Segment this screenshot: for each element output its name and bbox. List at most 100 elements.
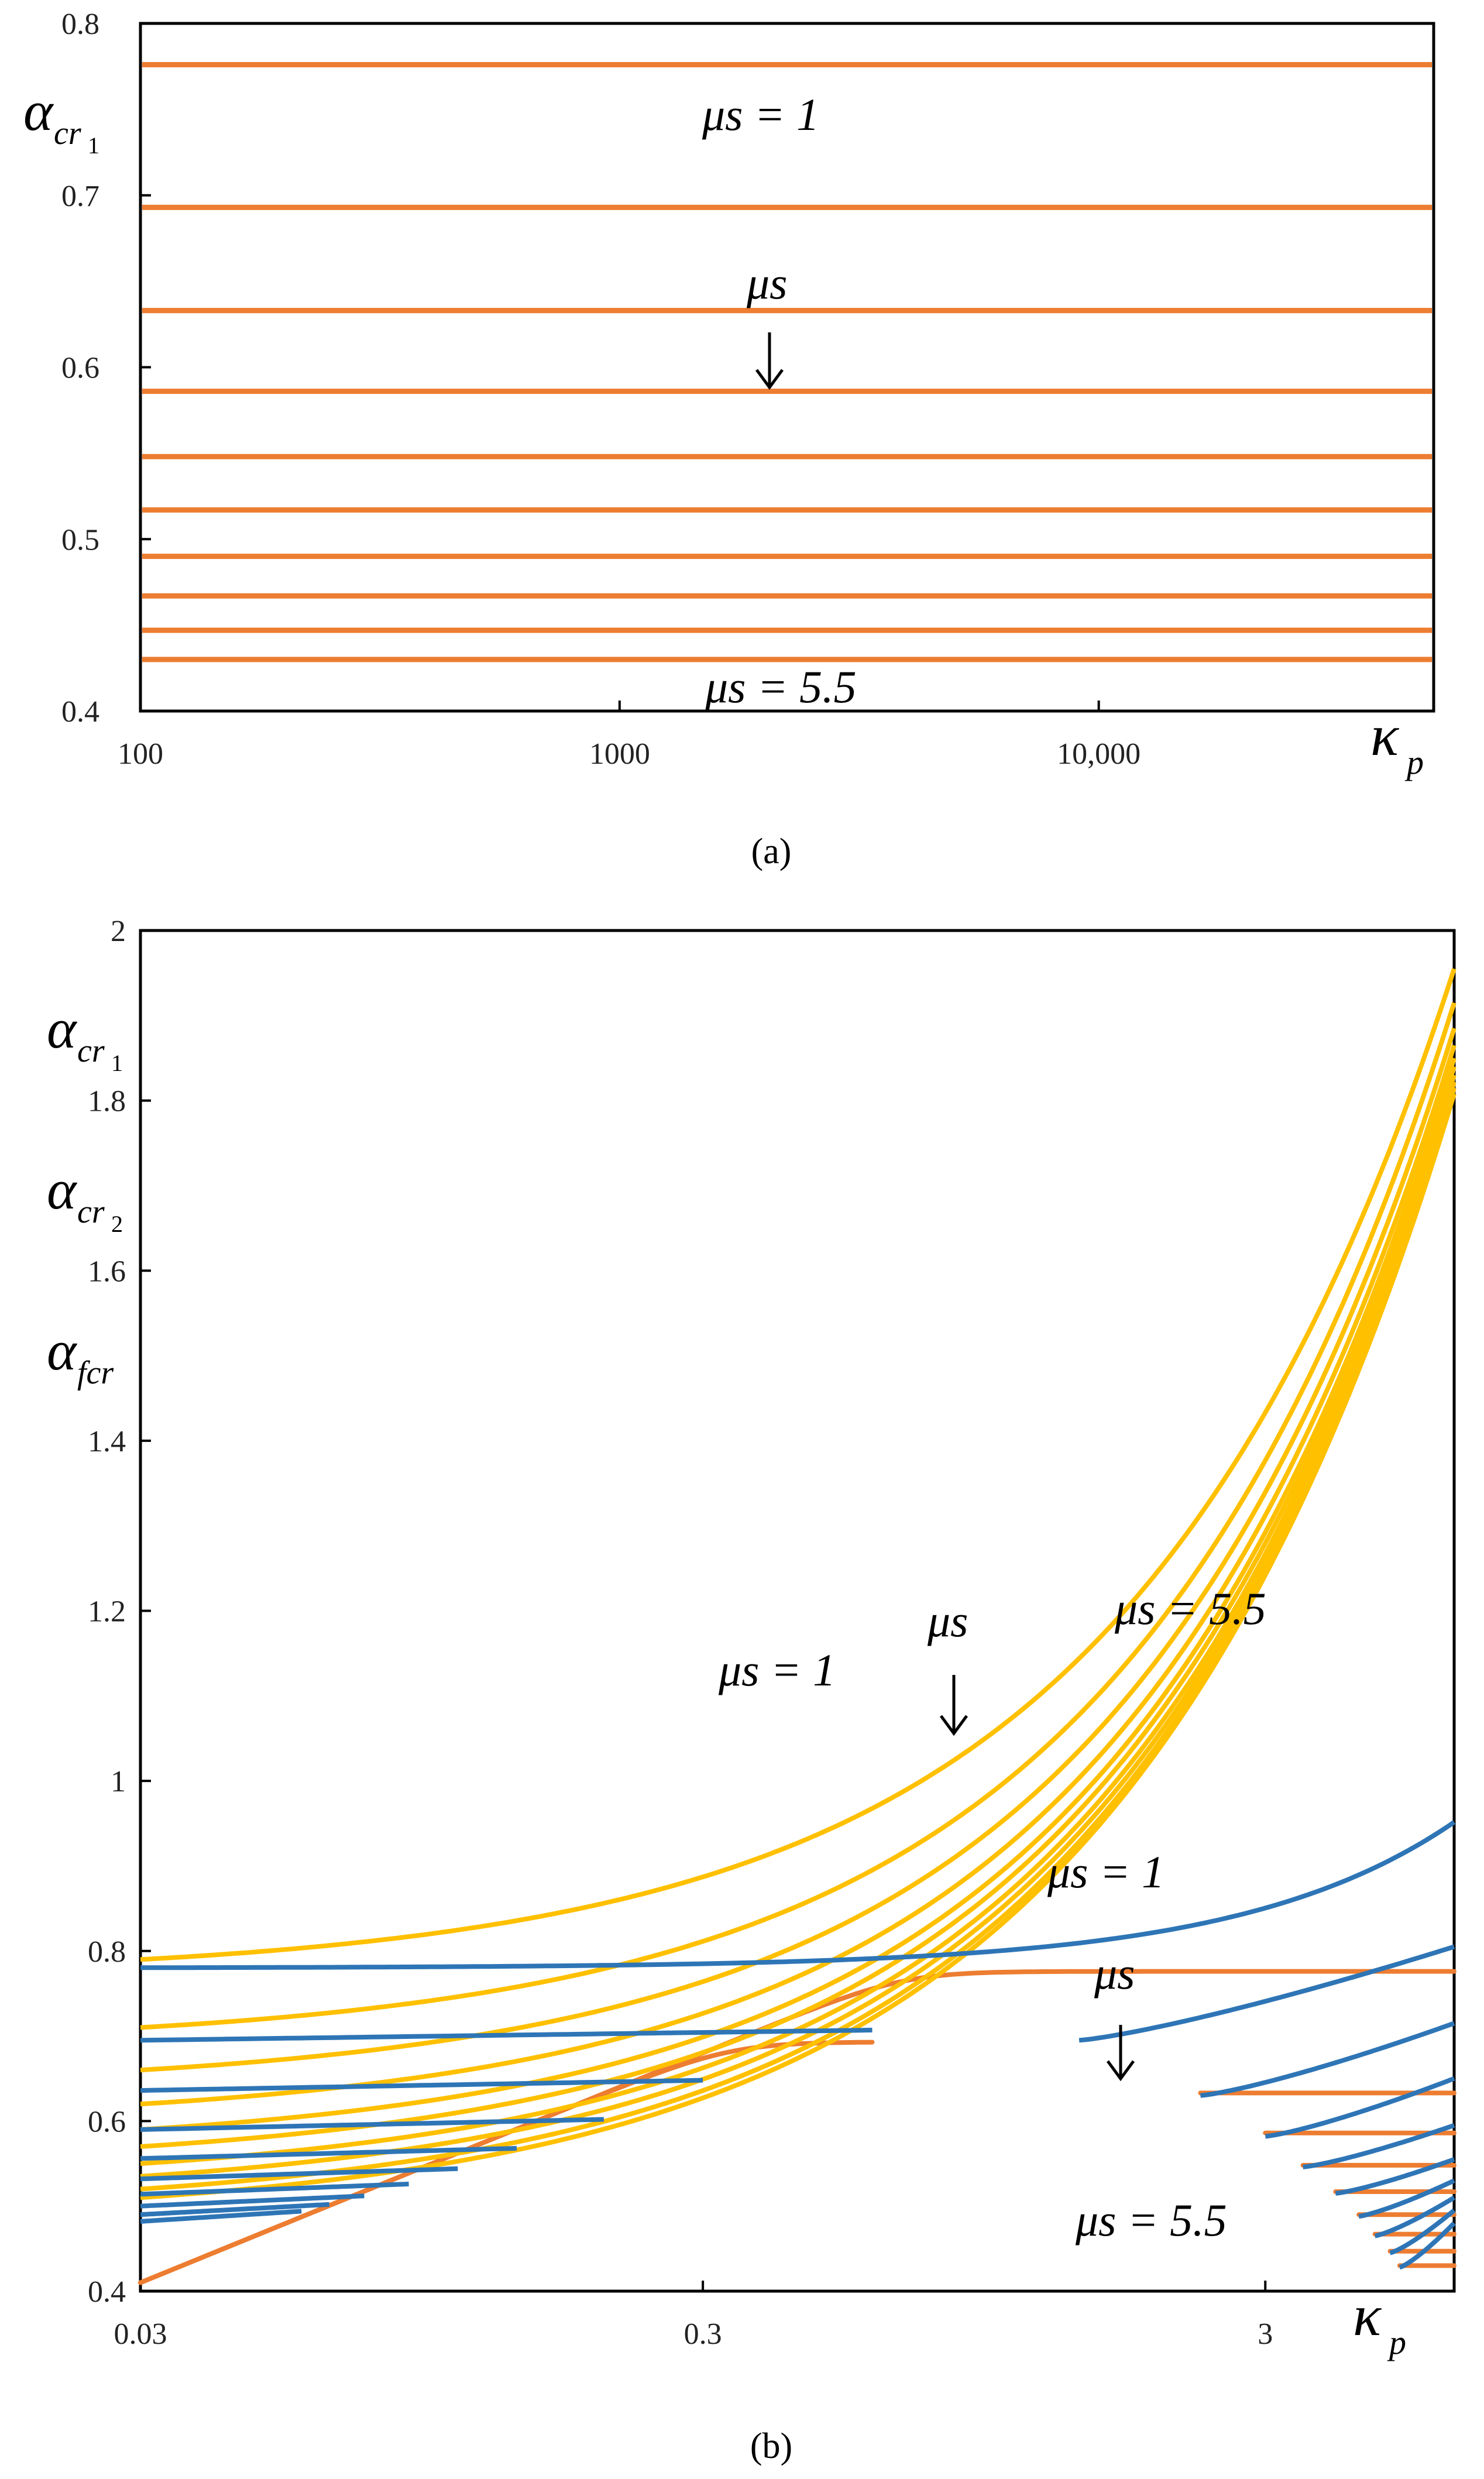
panel-a-annotation-mu-arrow: μs xyxy=(746,257,788,390)
annotation-text: μs = 1 xyxy=(1047,1846,1164,1897)
annotation-text: μs = 5.5 xyxy=(705,661,857,712)
y-tick-label: 0.5 xyxy=(61,523,99,557)
annotation-text: μs = 5.5 xyxy=(1075,2195,1227,2245)
y-tick-label: 0.4 xyxy=(61,695,99,729)
y-tick-label: 1.2 xyxy=(88,1595,126,1629)
panel-b-y-label-base: α xyxy=(47,1158,77,1221)
annotation-text: μs = 5.5 xyxy=(1114,1583,1266,1634)
blue-series-1 xyxy=(140,1820,1456,1970)
annotation-text: μs = 1 xyxy=(718,1644,836,1695)
blue-high-branch-2 xyxy=(1078,1944,1455,2043)
y-tick-label: 1.8 xyxy=(88,1085,126,1118)
y-tick-label: 2 xyxy=(111,915,126,948)
panel-b: 0.40.60.811.21.41.61.82 0.03 0.3 3 α cr 1 … xyxy=(47,915,1456,2466)
blue-high-branch-10 xyxy=(1399,2221,1456,2270)
panel-b-annotation-blue-arrow: μs xyxy=(1094,1948,1135,2082)
yellow-series-2 xyxy=(140,1002,1456,2030)
panel-a-y-label-sub: cr xyxy=(54,115,81,152)
blue-high-branch-9 xyxy=(1389,2208,1456,2255)
panel-b-y-label-sub: cr xyxy=(77,1194,105,1230)
panel-b-annotation-blue-last: μs = 5.5 xyxy=(1075,2195,1227,2245)
panel-b-blue-series xyxy=(140,1820,1456,2270)
x-tick-label: 0.03 xyxy=(114,2317,167,2351)
annotation-text: μs xyxy=(1094,1948,1135,1999)
panel-a-annotation-mu-first: μs = 1 xyxy=(702,89,819,140)
panel-b-y-label-subsub: 1 xyxy=(111,1050,123,1076)
panel-b-annotation-blue-first: μs = 1 xyxy=(1047,1846,1164,1897)
panel-b-y-label-sub: cr xyxy=(77,1033,105,1069)
blue-high-branch-6 xyxy=(1335,2157,1455,2196)
panel-a-y-label-base: α xyxy=(23,80,54,142)
panel-a-y-label-subsub: 1 xyxy=(88,132,99,159)
panel-a: 0.4 0.5 0.6 0.7 0.8 100 1000 10,000 α cr 1 κ p… xyxy=(23,8,1435,871)
panel-a-y-ticks: 0.4 0.5 0.6 0.7 0.8 xyxy=(61,8,151,729)
panel-a-x-ticks: 100 1000 10,000 xyxy=(118,701,1141,771)
panel-b-y-label-subsub: 2 xyxy=(111,1211,123,1237)
x-tick-label: 100 xyxy=(118,737,163,771)
blue-low-branch-4 xyxy=(140,2117,604,2132)
yellow-series-10 xyxy=(140,1093,1456,2200)
panel-a-x-label: κ p xyxy=(1370,703,1424,781)
y-tick-label: 1.4 xyxy=(88,1425,126,1458)
blue-low-branch-2 xyxy=(140,2027,872,2043)
panel-b-y-label-base: α xyxy=(47,1319,77,1382)
yellow-series-3 xyxy=(140,1027,1456,2073)
blue-low-branch-6 xyxy=(140,2166,458,2182)
panel-a-annotation-mu-last: μs = 5.5 xyxy=(705,661,857,712)
x-tick-label: 10,000 xyxy=(1057,737,1141,771)
panel-a-y-label: α cr 1 xyxy=(23,80,99,159)
arrow-head-icon xyxy=(1106,2060,1135,2082)
blue-high-branch-4 xyxy=(1265,2076,1455,2139)
x-tick-label: 1000 xyxy=(589,737,650,771)
panel-b-y-label-1: α cr 1 xyxy=(47,997,123,1076)
blue-high-branch-8 xyxy=(1375,2195,1455,2238)
y-tick-label: 0.8 xyxy=(88,1935,126,1969)
y-tick-label: 1.6 xyxy=(88,1255,126,1288)
blue-high-branch-3 xyxy=(1200,2021,1455,2098)
blue-high-branch-7 xyxy=(1358,2178,1455,2219)
panel-a-x-label-sub: p xyxy=(1404,743,1424,781)
y-tick-label: 0.6 xyxy=(88,2105,126,2138)
y-tick-label: 0.8 xyxy=(61,8,99,41)
panel-a-series xyxy=(142,62,1432,662)
y-tick-label: 1 xyxy=(111,1765,126,1798)
panel-b-y-label-sub: fcr xyxy=(77,1355,114,1391)
panel-b-annotation-yellow-arrow: μs xyxy=(927,1595,968,1736)
panel-b-x-label-sub: p xyxy=(1387,2323,1406,2361)
panel-b-y-ticks: 0.4 0.6 0.8 1 1.2 1.4 1.6 1.8 2 xyxy=(88,915,151,2309)
y-tick-label: 0.7 xyxy=(61,180,99,213)
panel-b-y-label-2: α cr 2 xyxy=(47,1158,123,1237)
y-tick-label: 0.4 xyxy=(88,2275,126,2309)
yellow-series-8 xyxy=(140,1081,1456,2179)
orange-series-2 xyxy=(138,2039,875,2285)
annotation-text: μs = 1 xyxy=(702,89,819,140)
panel-b-yellow-series xyxy=(140,968,1456,2200)
x-tick-label: 0.3 xyxy=(684,2317,722,2351)
blue-high-branch-5 xyxy=(1303,2123,1455,2169)
panel-b-x-label-base: κ xyxy=(1353,2283,1382,2348)
blue-low-branch-9 xyxy=(140,2202,329,2217)
panel-b-caption: (b) xyxy=(750,2426,792,2466)
blue-low-branch-5 xyxy=(140,2145,517,2161)
blue-low-branch-10 xyxy=(140,2209,302,2224)
arrow-head-icon xyxy=(939,1715,968,1736)
x-tick-label: 3 xyxy=(1258,2317,1273,2351)
y-tick-label: 0.6 xyxy=(61,352,99,385)
yellow-series-9 xyxy=(140,1087,1456,2192)
panel-b-y-label-3: α fcr xyxy=(47,1319,114,1391)
panel-a-caption: (a) xyxy=(751,832,792,871)
panel-b-y-label-base: α xyxy=(47,997,77,1060)
annotation-text: μs xyxy=(746,257,788,308)
arrow-head-icon xyxy=(755,369,784,390)
blue-low-branch-7 xyxy=(140,2181,409,2197)
panel-b-annotation-yellow-first: μs = 1 xyxy=(718,1644,836,1695)
panel-a-x-label-base: κ xyxy=(1370,703,1400,768)
blue-low-branch-3 xyxy=(140,2078,703,2093)
blue-low-branch-8 xyxy=(140,2193,365,2209)
annotation-text: μs xyxy=(927,1595,968,1646)
panel-b-annotation-yellow-last: μs = 5.5 xyxy=(1114,1583,1266,1634)
yellow-series-1 xyxy=(140,968,1456,1962)
panel-b-x-label: κ p xyxy=(1353,2283,1406,2361)
yellow-series-5 xyxy=(140,1057,1456,2132)
